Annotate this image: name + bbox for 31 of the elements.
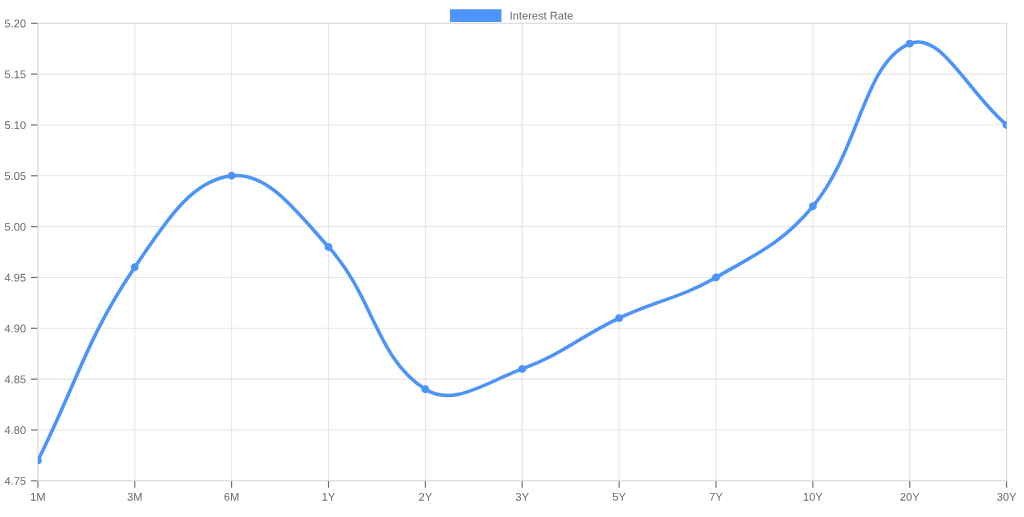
legend-label: Interest Rate: [510, 11, 573, 20]
x-tick-label: 2Y: [419, 492, 432, 501]
y-tick-label: 5.10: [4, 121, 26, 130]
y-tick-label: 5.15: [4, 70, 26, 79]
y-tick-label: 4.90: [4, 324, 26, 333]
point: [615, 314, 624, 323]
y-tick-label: 4.80: [4, 426, 26, 435]
point: [518, 365, 527, 373]
x-tick-label: 30Y: [997, 492, 1017, 501]
point: [905, 39, 914, 48]
y-tick-label: 5.20: [4, 19, 26, 28]
x-tick-label: 6M: [224, 492, 239, 501]
x-tick-label: 10Y: [803, 492, 823, 501]
x-tick-label: 1M: [31, 493, 45, 501]
y-tick-label: 5.05: [4, 172, 26, 180]
x-tick-label: 3M: [127, 492, 142, 501]
x-tick-label: 1Y: [322, 493, 336, 501]
x-tick-label: 5Y: [612, 493, 626, 501]
point: [324, 243, 333, 251]
point: [712, 273, 720, 282]
x-tick-label: 3Y: [515, 492, 529, 501]
point: [130, 263, 139, 272]
y-tick-label: 5.00: [4, 222, 26, 231]
y-tick-label: 4.95: [4, 273, 26, 282]
y-tick-label: 4.85: [4, 375, 26, 384]
x-tick-label: 7Y: [709, 493, 723, 501]
point: [421, 385, 430, 394]
y-tick-label: 4.75: [4, 477, 26, 485]
point: [808, 202, 817, 211]
x-tick-label: 20Y: [900, 492, 920, 501]
point: [227, 171, 236, 180]
